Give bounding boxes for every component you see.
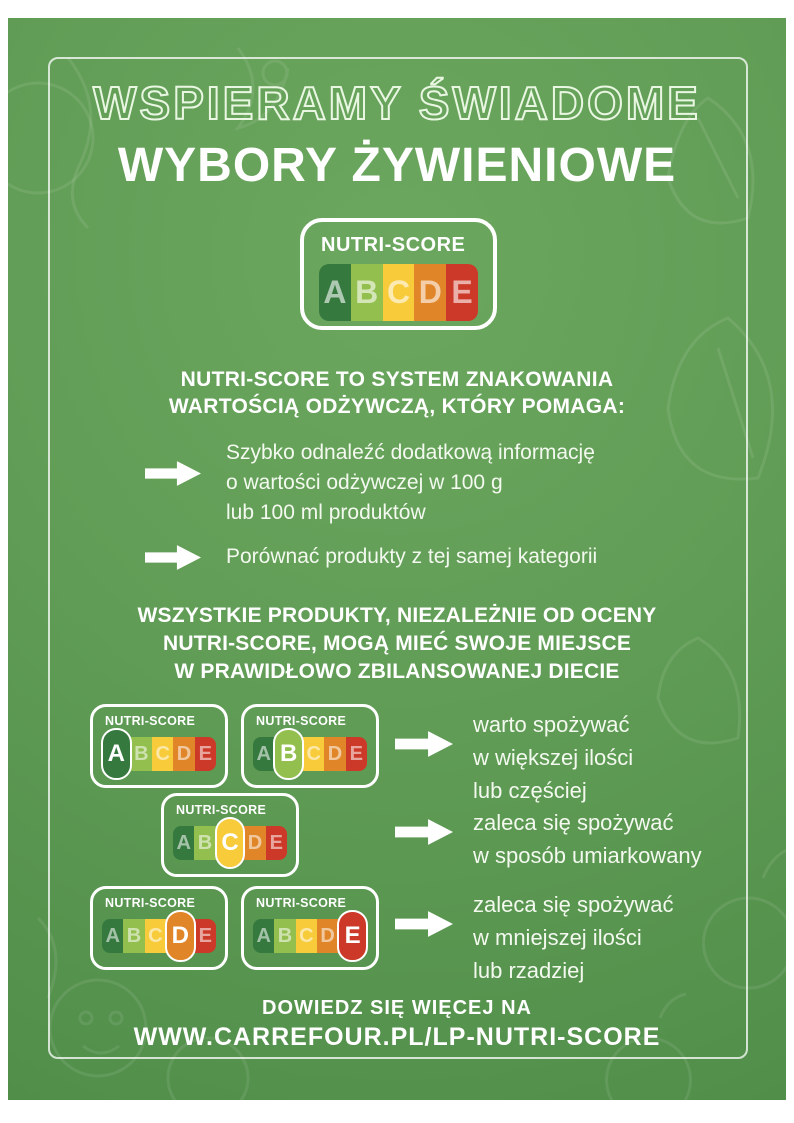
title-main: WYBORY ŻYWIENIOWE [117,139,677,192]
middle-heading: WSZYSTKIE PRODUKTY, NIEZALEŻNIE OD OCENY… [137,604,657,683]
nutri-score-label: NUTRI-SCORE [256,714,347,728]
decorative-frame [48,57,748,1059]
nutri-score-label: NUTRI-SCORE [256,896,347,910]
grade-cell-e: E [194,737,216,771]
recommendation-text-1: warto spożywać w większej ilości lub czę… [473,712,634,803]
grade-cell-c: C [295,919,317,953]
bullet-text-1: Szybko odnaleźć dodatkową informację o w… [226,441,595,524]
nutri-score-label: NUTRI-SCORE [176,803,267,817]
nutri-score-label: NUTRI-SCORE [105,896,196,910]
grade-cell-b: B [194,826,216,860]
intro-heading: NUTRI-SCORE TO SYSTEM ZNAKOWANIA WARTOŚC… [168,368,626,418]
grade-cell-b: B [350,264,383,321]
grade-cell-c: C [152,737,174,771]
grade-cell-a: A [173,826,195,860]
grade-cell-c: C [382,264,415,321]
grade-cell-d: D [324,737,346,771]
grade-cell-e: E [265,826,287,860]
vegetable-doodles-background [8,47,786,1100]
bullet-text-2: Porównać produkty z tej samej kategorii [226,545,598,568]
grade-cell-e: E [194,919,216,953]
grade-cell-e: E [345,737,367,771]
grade-cell-d: D [316,919,339,953]
recommendation-text-2: zaleca się spożywać w sposób umiarkowany [473,810,702,868]
grade-cell-d: D [173,737,195,771]
grade-cell-a: A [102,919,124,953]
grade-cell-b: B [273,728,304,780]
nutri-score-label: NUTRI-SCORE [105,714,196,728]
nutri-score-label: NUTRI-SCORE [321,234,466,256]
grade-cell-d: D [244,826,266,860]
grade-cell-d: D [414,264,447,321]
grade-cell-a: A [319,264,351,321]
grade-cell-b: B [130,737,152,771]
footer-url: WWW.CARREFOUR.PL/LP-NUTRI-SCORE [133,1023,661,1051]
grade-cell-d: D [164,910,196,962]
poster: WSPIERAMY ŚWIADOME WYBORY ŻYWIENIOWE NUT… [8,18,786,1100]
title-outline: WSPIERAMY ŚWIADOME [92,76,701,130]
grade-cell-e: E [446,264,478,321]
grade-cell-e: E [337,910,368,962]
grade-cell-a: A [253,919,275,953]
grade-cell-b: B [274,919,296,953]
footer-learn-more: DOWIEDZ SIĘ WIĘCEJ NA [262,997,532,1019]
recommendation-text-3: zaleca się spożywać w mniejszej ilości l… [473,892,674,983]
grade-cell-a: A [101,728,132,780]
grade-cell-c: C [214,817,246,869]
grade-cell-b: B [123,919,145,953]
grade-cell-c: C [144,919,166,953]
grade-cell-c: C [303,737,325,771]
grade-cell-a: A [253,737,275,771]
